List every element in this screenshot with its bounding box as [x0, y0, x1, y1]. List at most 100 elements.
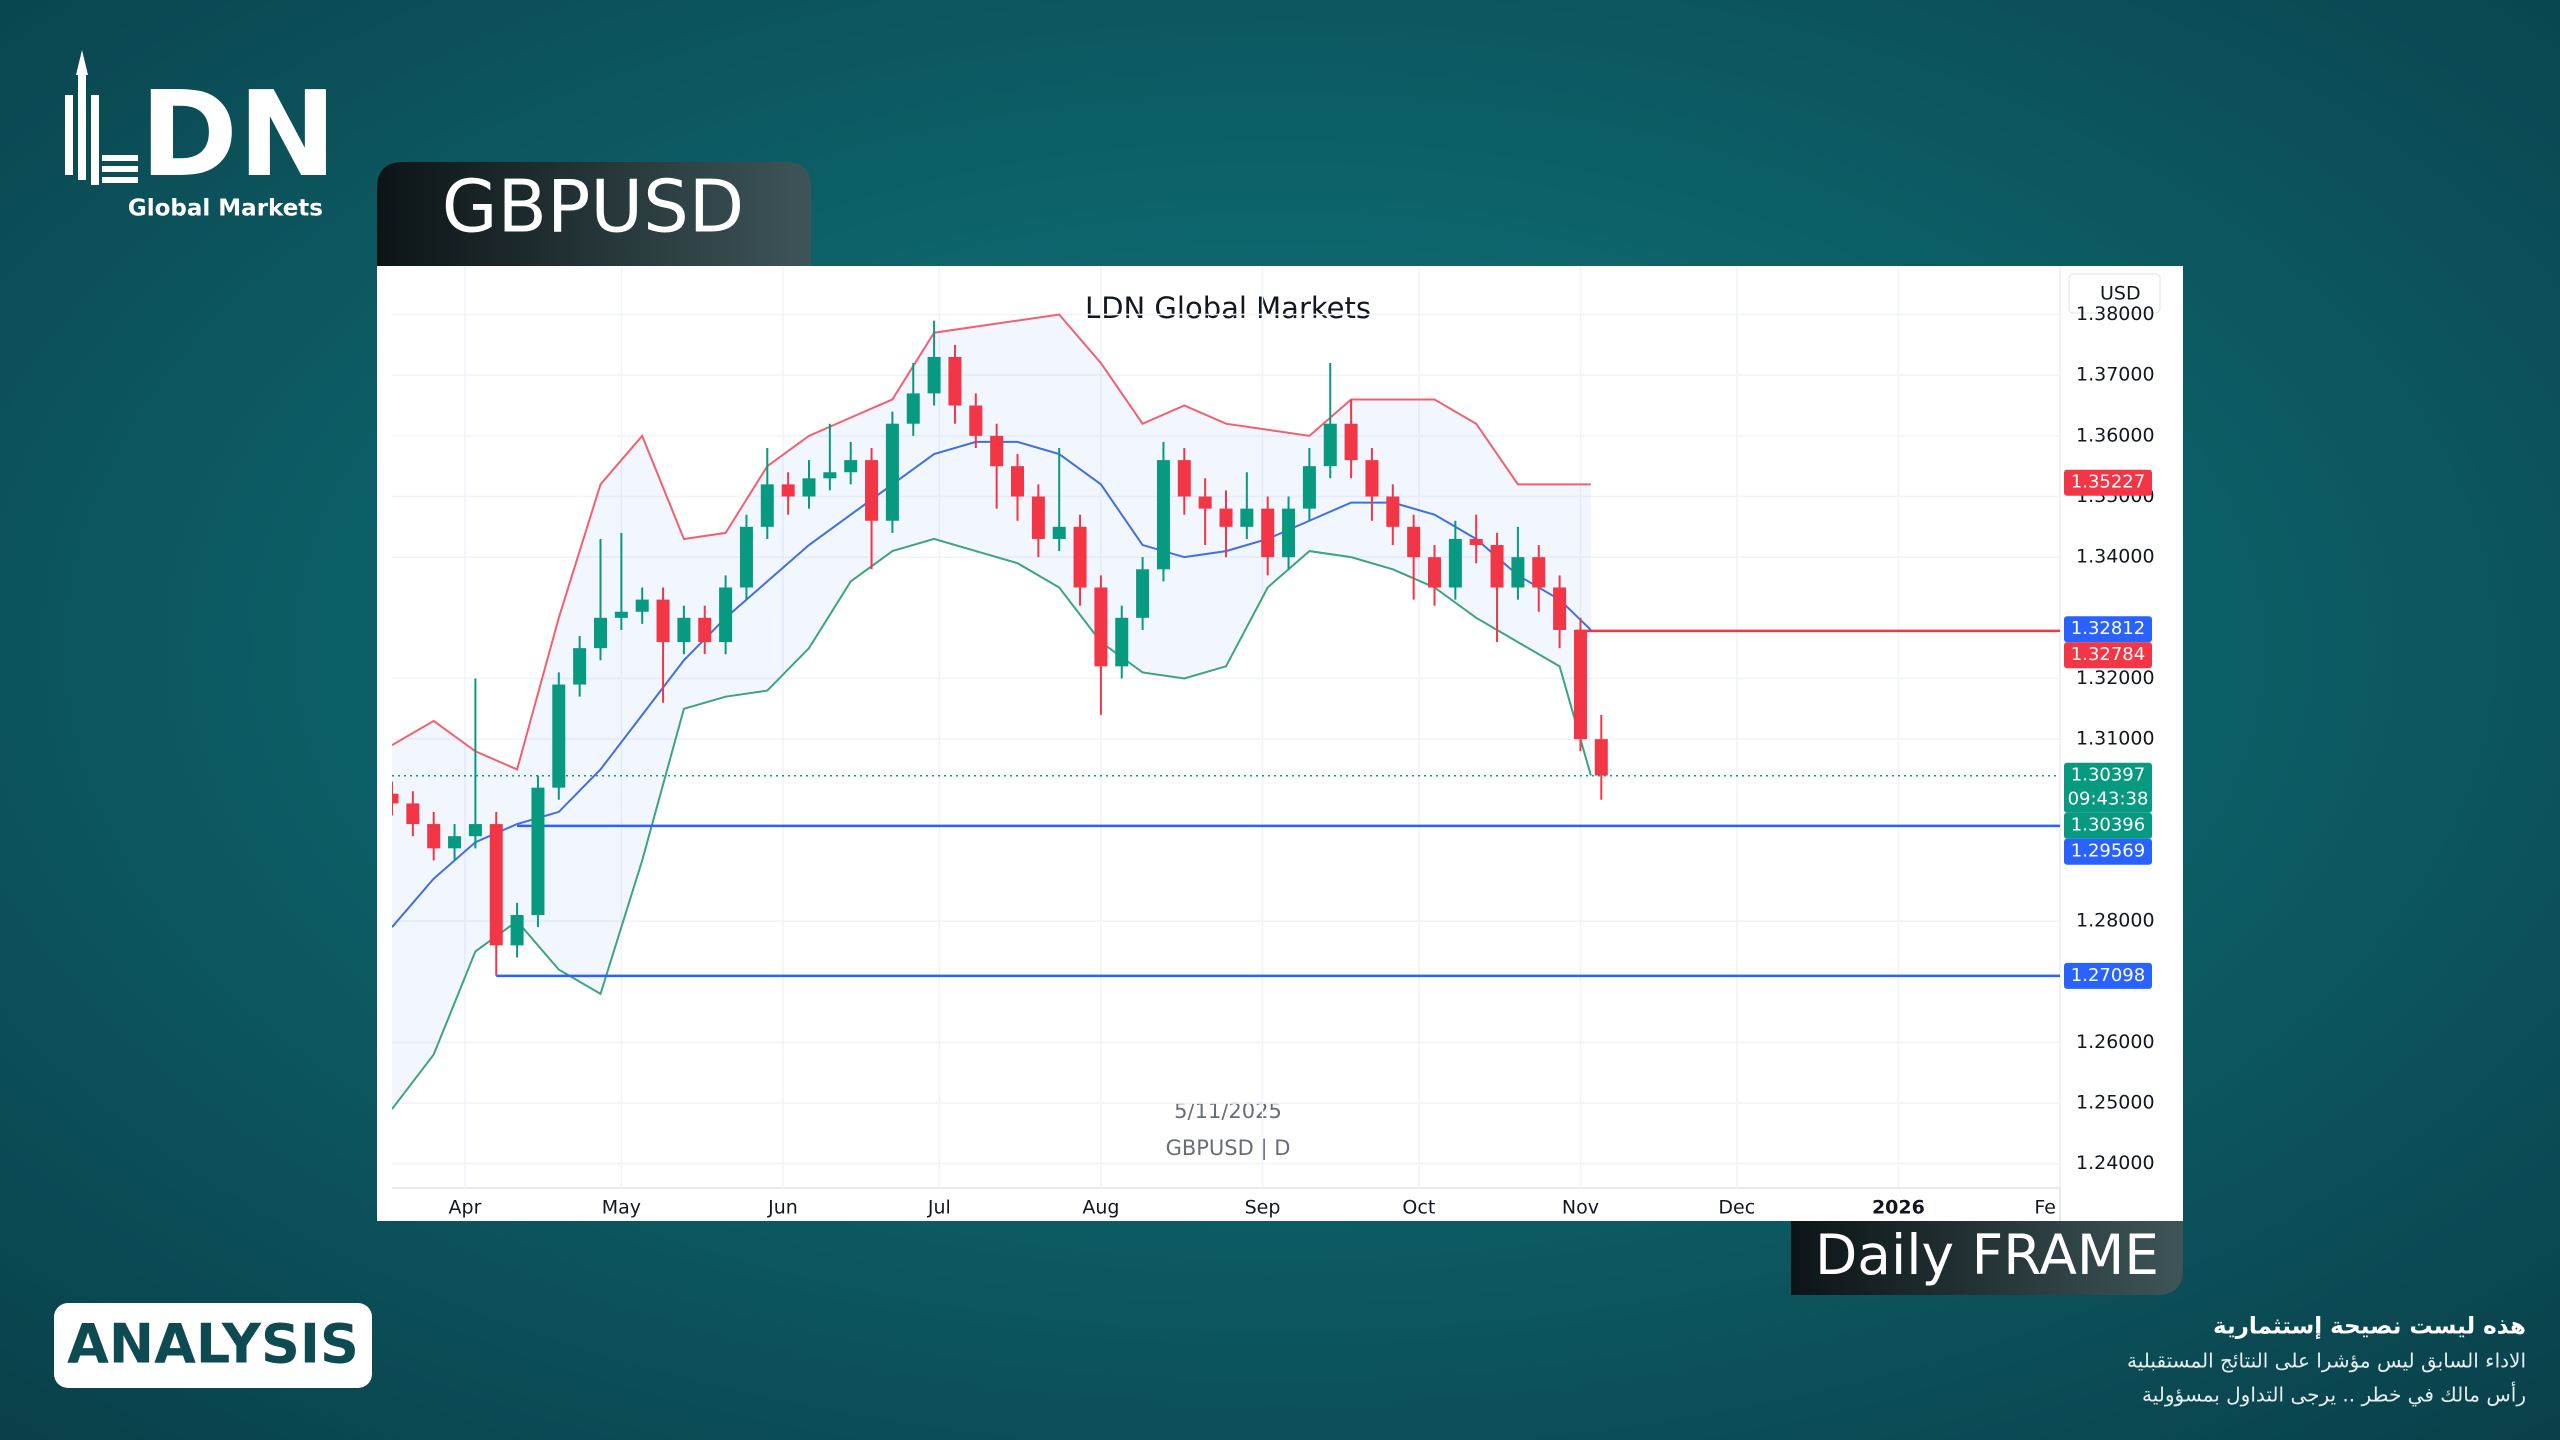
candle-body	[1219, 508, 1233, 527]
price-label: 1.30397	[2071, 765, 2145, 786]
band-lower	[392, 537, 1592, 1110]
candle-body	[489, 824, 503, 946]
candle-body	[1323, 423, 1337, 467]
candle-body	[677, 617, 691, 643]
candle-body	[552, 684, 566, 788]
analysis-button-label[interactable]: ANALYSIS	[67, 1313, 359, 1376]
candle-body	[1594, 739, 1608, 776]
x-tick-label: Jul	[927, 1197, 951, 1219]
candle-body	[1073, 526, 1087, 588]
symbol-tab	[377, 162, 811, 266]
candle-body	[1094, 587, 1108, 667]
candle-body	[1511, 557, 1525, 588]
price-label-box	[2064, 962, 2152, 989]
x-tick-label: Apr	[449, 1197, 482, 1219]
candle-body	[448, 836, 462, 849]
candle-body	[1011, 466, 1024, 497]
price-label-box	[2064, 838, 2152, 865]
candle-body	[760, 484, 774, 527]
candle-body	[906, 393, 920, 424]
frame-tab	[1791, 1221, 2183, 1295]
y-tick-label: 1.31000	[2076, 728, 2155, 750]
y-tick-label: 1.34000	[2076, 546, 2155, 568]
x-tick-label: Jun	[767, 1197, 798, 1219]
candle-body	[802, 478, 816, 497]
x-tick-label: Sep	[1245, 1197, 1281, 1219]
candle-body	[1031, 496, 1045, 539]
candle-body	[1156, 460, 1170, 570]
chart-title: LDN Global Markets	[1085, 291, 1371, 325]
band-upper	[392, 313, 1591, 771]
symbol-tab-label: GBPUSD	[442, 165, 744, 249]
candle-body	[698, 617, 712, 643]
candle-body	[1532, 557, 1546, 588]
y-unit: USD	[2100, 283, 2141, 305]
candle-body	[969, 405, 983, 436]
x-tick-label: 2026	[1872, 1197, 1925, 1219]
candle-body	[1115, 617, 1129, 667]
candle-body	[865, 460, 879, 521]
analysis-button[interactable]	[54, 1303, 372, 1388]
candle-body	[656, 599, 670, 643]
candle-body	[719, 587, 733, 643]
watermark-symbol: GBPUSD | D	[1166, 1136, 1291, 1161]
candle-body	[823, 472, 837, 479]
disclaimer-line: الاداء السابق ليس مؤشرا على النتائج المس…	[2127, 1349, 2526, 1373]
candle-body	[510, 915, 524, 946]
candle-body	[844, 460, 858, 473]
x-tick-label: Dec	[1718, 1197, 1755, 1219]
candle-body	[392, 793, 399, 804]
candle-body	[1052, 526, 1066, 539]
y-tick-label: 1.28000	[2076, 910, 2155, 932]
candle-body	[1448, 538, 1462, 588]
candle-body	[635, 599, 649, 612]
disclaimer: هذه ليست نصيحة إستثمارية الاداء السابق ل…	[2127, 1314, 2526, 1408]
price-label-box	[2064, 469, 2152, 496]
candle-body	[990, 435, 1004, 467]
y-tick-label: 1.24000	[2076, 1152, 2155, 1174]
candle-body	[1177, 460, 1191, 497]
price-countdown: 09:43:38	[2068, 789, 2149, 810]
logo: DN Global Markets	[65, 50, 337, 222]
price-label-box	[2064, 616, 2152, 643]
x-tick-label: May	[602, 1197, 641, 1219]
candle-body	[468, 824, 482, 837]
candle-body	[1302, 466, 1316, 509]
candle-body	[594, 617, 607, 649]
x-tick-label: Oct	[1402, 1197, 1435, 1219]
price-label: 1.27098	[2071, 965, 2145, 986]
y-tick-label: 1.38000	[2076, 303, 2155, 325]
candle-body	[573, 648, 587, 685]
candle-body	[531, 787, 545, 916]
chart-panel	[377, 266, 2183, 1221]
candle-body	[948, 356, 962, 406]
y-tick-label: 1.25000	[2076, 1092, 2155, 1114]
frame-tab-label: Daily FRAME	[1815, 1223, 2159, 1287]
candle-body	[1282, 508, 1296, 558]
price-label-box	[2064, 762, 2152, 813]
logo-subtitle: Global Markets	[128, 196, 323, 222]
candle-body	[1573, 629, 1587, 740]
candle-body	[1261, 508, 1275, 558]
candle-body	[427, 824, 441, 849]
candle-body	[1469, 538, 1483, 546]
logo-text: DN	[140, 65, 337, 203]
x-tick-label: Aug	[1082, 1197, 1119, 1219]
disclaimer-line: رأس مالك في خطر .. يرجى التداول بمسؤولية	[2142, 1382, 2526, 1408]
candle-body	[1136, 569, 1150, 618]
price-label: 1.32784	[2071, 644, 2145, 665]
candle-body	[1553, 587, 1567, 630]
candle-body	[1386, 496, 1400, 527]
axes: 1.380001.370001.360001.350001.340001.320…	[449, 303, 2155, 1218]
candle-body	[1428, 557, 1441, 588]
y-tick-label: 1.36000	[2076, 424, 2155, 446]
price-label-box	[2064, 812, 2152, 839]
candle-body	[739, 526, 753, 588]
price-label: 1.32812	[2071, 618, 2145, 639]
candle-body	[406, 803, 420, 825]
candle-body	[1198, 496, 1212, 509]
x-tick-label: Fe	[2034, 1197, 2056, 1219]
price-label-box	[2064, 642, 2152, 669]
